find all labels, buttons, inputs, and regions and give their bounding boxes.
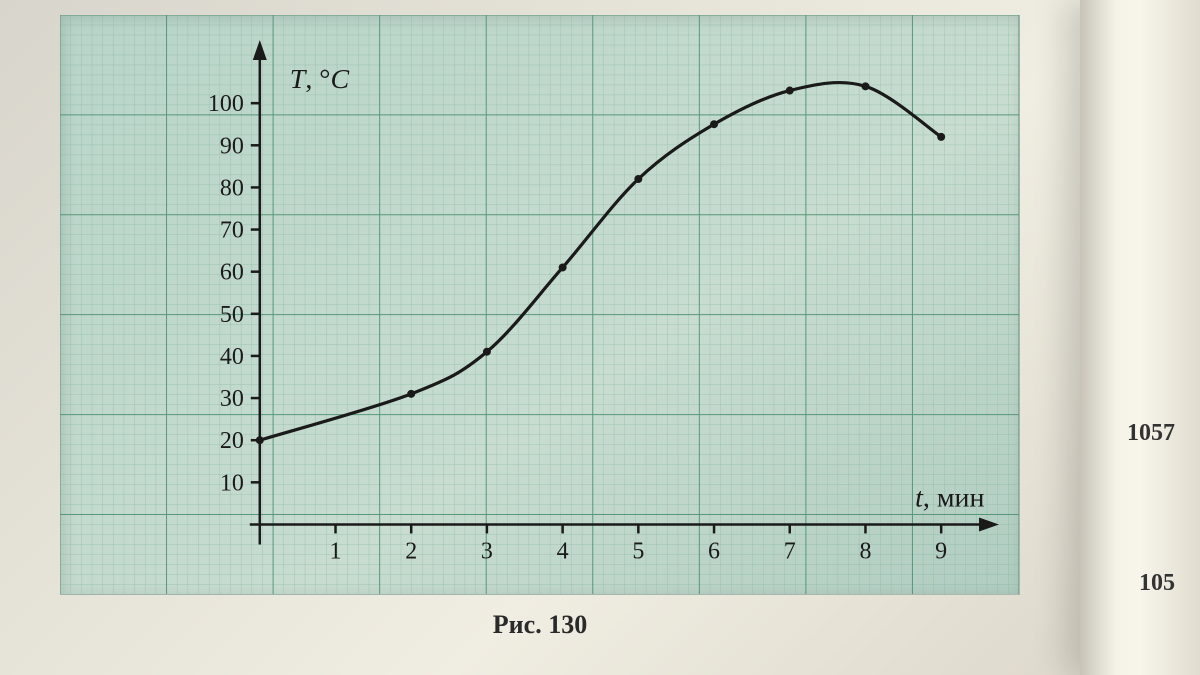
figure-caption: Рис. 130 bbox=[60, 610, 1020, 640]
svg-text:10: 10 bbox=[220, 470, 244, 496]
margin-number-1: 1057 bbox=[1127, 420, 1175, 447]
svg-text:4: 4 bbox=[557, 538, 569, 564]
svg-text:20: 20 bbox=[220, 428, 244, 454]
svg-text:80: 80 bbox=[220, 175, 244, 201]
margin-number-2: 105 bbox=[1139, 570, 1175, 597]
svg-text:60: 60 bbox=[220, 260, 244, 286]
svg-text:6: 6 bbox=[708, 538, 720, 564]
chart-svg: 10 20 30 40 50 60 70 80 90 100 1 2 3 4 5 6 7 8 9 T, °C t, ми… bbox=[60, 15, 1019, 594]
svg-text:30: 30 bbox=[220, 386, 244, 412]
svg-text:5: 5 bbox=[632, 538, 644, 564]
svg-text:9: 9 bbox=[935, 538, 947, 564]
svg-text:3: 3 bbox=[481, 538, 493, 564]
svg-text:7: 7 bbox=[784, 538, 796, 564]
svg-text:50: 50 bbox=[220, 302, 244, 328]
svg-text:90: 90 bbox=[220, 133, 244, 159]
svg-text:1: 1 bbox=[330, 538, 342, 564]
svg-text:8: 8 bbox=[859, 538, 871, 564]
svg-text:2: 2 bbox=[405, 538, 417, 564]
svg-text:100: 100 bbox=[208, 91, 244, 117]
svg-text:70: 70 bbox=[220, 218, 244, 244]
svg-text:40: 40 bbox=[220, 344, 244, 370]
chart-area: 10 20 30 40 50 60 70 80 90 100 1 2 3 4 5 6 7 8 9 T, °C t, ми… bbox=[60, 15, 1020, 595]
svg-text:T, °C: T, °C bbox=[290, 64, 350, 95]
svg-text:t, мин: t, мин bbox=[915, 482, 984, 513]
